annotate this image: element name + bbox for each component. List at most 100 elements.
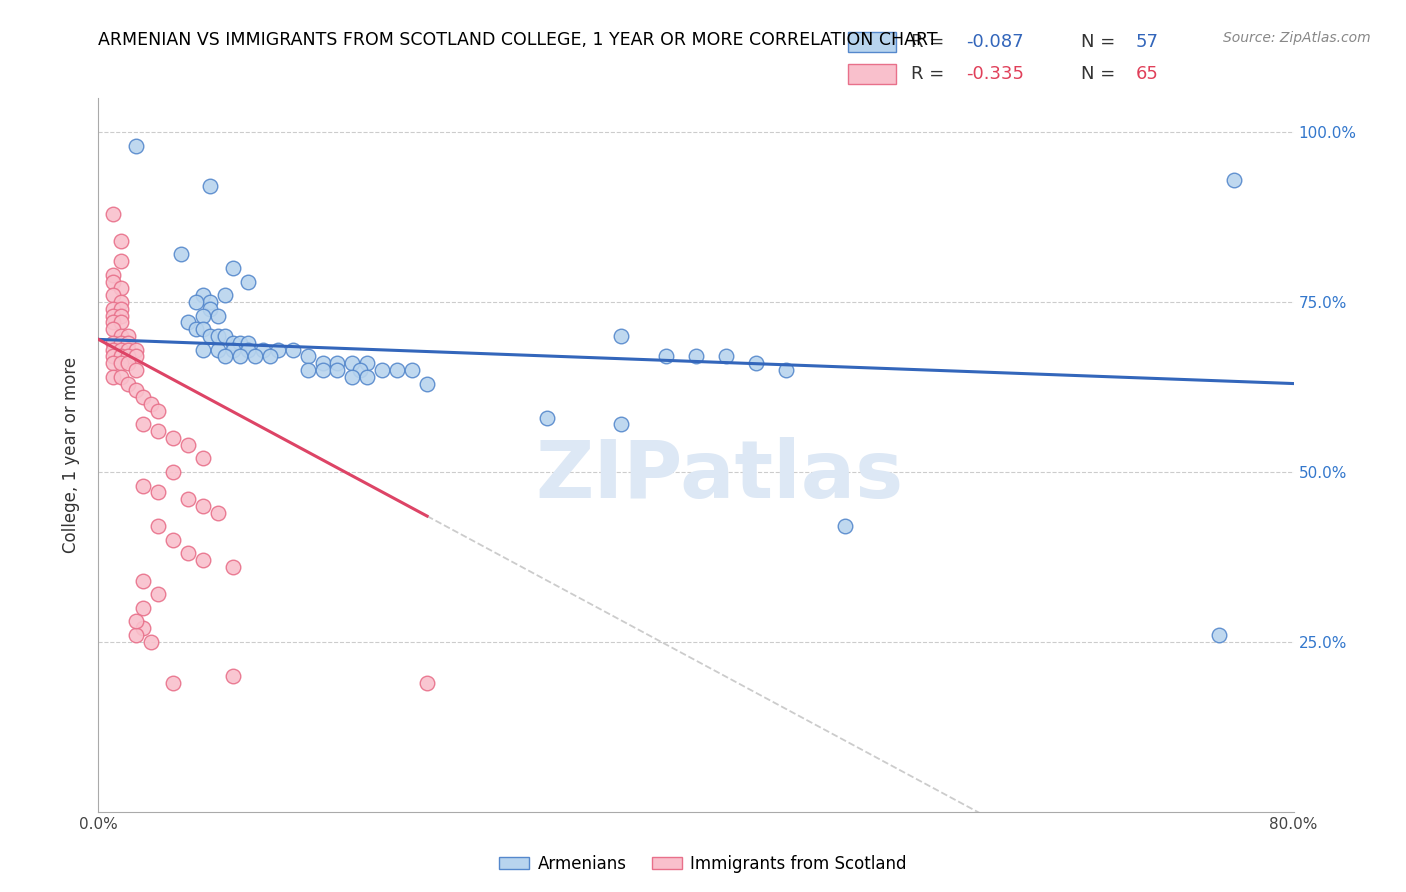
Point: [139, 635, 162, 649]
Point: [117, 335, 139, 350]
Point: [267, 343, 290, 357]
Point: [297, 363, 319, 377]
Point: [103, 343, 125, 357]
Point: [125, 615, 148, 629]
Point: [834, 519, 856, 533]
Point: [311, 356, 333, 370]
Point: [207, 506, 229, 520]
Point: [222, 560, 245, 574]
Point: [148, 587, 170, 601]
Point: [103, 369, 125, 384]
Point: [191, 309, 214, 323]
Point: [222, 260, 245, 275]
Point: [1208, 628, 1230, 642]
Point: [229, 350, 252, 364]
Point: [110, 369, 132, 384]
Point: [110, 301, 132, 316]
Point: [685, 350, 707, 364]
Point: [117, 329, 139, 343]
Point: [745, 356, 768, 370]
Point: [416, 675, 439, 690]
Point: [222, 343, 245, 357]
Point: [177, 492, 200, 507]
Text: 57: 57: [1136, 33, 1159, 51]
Point: [236, 335, 259, 350]
Point: [326, 356, 349, 370]
Point: [775, 363, 797, 377]
Point: [103, 335, 125, 350]
Point: [162, 431, 184, 445]
Point: [222, 669, 245, 683]
Point: [110, 356, 132, 370]
Point: [311, 363, 333, 377]
Point: [200, 301, 222, 316]
Point: [132, 600, 155, 615]
Point: [148, 519, 170, 533]
Point: [103, 315, 125, 329]
Text: ARMENIAN VS IMMIGRANTS FROM SCOTLAND COLLEGE, 1 YEAR OR MORE CORRELATION CHART: ARMENIAN VS IMMIGRANTS FROM SCOTLAND COL…: [98, 31, 938, 49]
Point: [177, 546, 200, 560]
Text: Source: ZipAtlas.com: Source: ZipAtlas.com: [1223, 31, 1371, 45]
Point: [125, 138, 148, 153]
Point: [349, 363, 371, 377]
Point: [252, 343, 274, 357]
Point: [177, 315, 200, 329]
Point: [132, 574, 155, 588]
Point: [110, 295, 132, 310]
FancyBboxPatch shape: [848, 32, 896, 53]
Point: [103, 356, 125, 370]
Point: [401, 363, 423, 377]
Point: [132, 478, 155, 492]
Point: [236, 343, 259, 357]
Point: [103, 288, 125, 302]
Text: N =: N =: [1081, 65, 1121, 83]
Point: [191, 499, 214, 513]
Point: [103, 268, 125, 282]
Point: [117, 356, 139, 370]
Point: [148, 485, 170, 500]
Point: [259, 350, 281, 364]
Point: [536, 410, 558, 425]
Point: [207, 309, 229, 323]
Point: [110, 234, 132, 248]
Text: 65: 65: [1136, 65, 1159, 83]
Text: ZIPatlas: ZIPatlas: [536, 437, 904, 516]
Point: [148, 424, 170, 438]
Text: N =: N =: [1081, 33, 1121, 51]
Point: [207, 329, 229, 343]
Point: [655, 350, 678, 364]
FancyBboxPatch shape: [848, 63, 896, 84]
Point: [110, 309, 132, 323]
Legend: Armenians, Immigrants from Scotland: Armenians, Immigrants from Scotland: [492, 848, 914, 880]
Point: [281, 343, 304, 357]
Text: R =: R =: [911, 65, 950, 83]
Point: [356, 369, 378, 384]
Point: [103, 350, 125, 364]
Point: [214, 350, 236, 364]
Point: [342, 369, 364, 384]
Point: [177, 438, 200, 452]
Point: [110, 281, 132, 295]
Point: [191, 322, 214, 336]
Point: [184, 295, 207, 310]
Point: [125, 384, 148, 398]
Point: [132, 390, 155, 404]
Point: [236, 275, 259, 289]
Point: [103, 275, 125, 289]
Point: [214, 288, 236, 302]
Point: [110, 329, 132, 343]
Point: [200, 179, 222, 194]
Point: [162, 465, 184, 479]
Point: [356, 356, 378, 370]
Point: [103, 207, 125, 221]
Point: [162, 675, 184, 690]
Text: R =: R =: [911, 33, 950, 51]
Point: [110, 335, 132, 350]
Point: [103, 301, 125, 316]
Point: [200, 329, 222, 343]
Point: [416, 376, 439, 391]
Point: [297, 350, 319, 364]
Point: [326, 363, 349, 377]
Point: [148, 403, 170, 417]
Point: [371, 363, 394, 377]
